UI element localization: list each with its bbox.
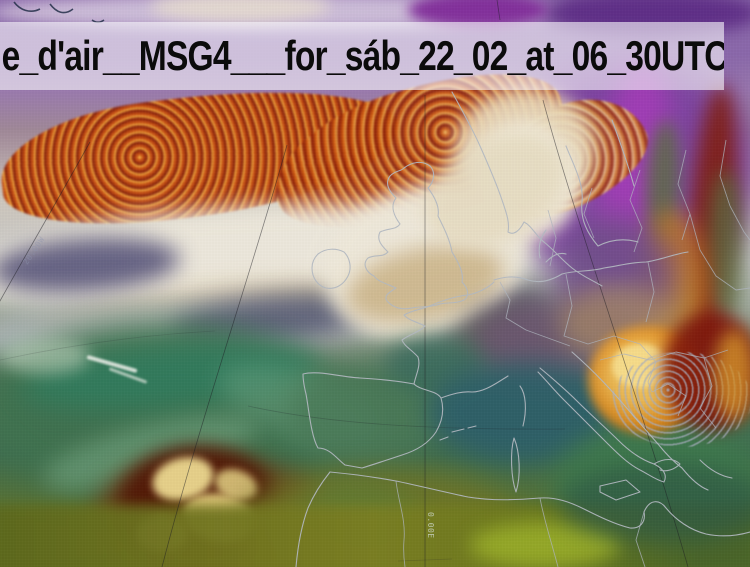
coastline-path <box>537 367 666 483</box>
border-path <box>629 169 643 253</box>
coastline-path <box>311 248 351 289</box>
coastline-path <box>440 375 509 399</box>
border-path <box>499 281 571 347</box>
cloud-blob <box>150 0 330 22</box>
meridian-line <box>161 144 288 567</box>
coastline-path <box>653 458 681 472</box>
graticule-label-0e: 0.00E <box>426 512 435 539</box>
cloud-blob <box>714 330 750 420</box>
coastline-path <box>511 437 520 493</box>
parallel-line <box>397 558 453 562</box>
border-path <box>729 205 750 241</box>
coastline-path <box>571 351 709 491</box>
coastline-path <box>295 471 331 567</box>
border-path <box>689 213 750 291</box>
border-path <box>677 149 691 241</box>
cloud-blob <box>0 338 90 374</box>
coastline-path <box>302 372 444 469</box>
coastline-path <box>599 479 641 501</box>
coastline-path <box>401 281 495 385</box>
coastline-path <box>699 459 733 479</box>
border-path <box>719 139 731 207</box>
coastline-path <box>565 145 639 247</box>
coastline-path <box>611 119 635 187</box>
title-bar: e_d'air__MSG4___for_sáb_22_02_at_06_30UT… <box>0 22 724 90</box>
border-path <box>699 357 717 429</box>
coastline-path <box>543 241 603 287</box>
border-path <box>563 273 641 345</box>
border-path <box>639 343 687 417</box>
graticule-label-20w: 20.00W <box>21 235 46 266</box>
meridian-line <box>542 99 689 567</box>
border-path <box>635 511 646 567</box>
coastline-path <box>329 471 750 537</box>
meridian-line <box>0 141 91 302</box>
coastline-path <box>493 251 689 283</box>
coastline-path <box>538 229 567 263</box>
meridian-line <box>496 0 501 21</box>
parallel-line <box>247 405 566 430</box>
coastlines <box>295 91 750 567</box>
image-title: e_d'air__MSG4___for_sáb_22_02_at_06_30UT… <box>1 32 724 79</box>
border-path <box>645 261 655 323</box>
coastline-path <box>519 385 526 427</box>
graticule-lines <box>0 0 688 567</box>
coastline-path <box>364 161 469 310</box>
coastline-path <box>13 1 41 12</box>
border-path <box>539 497 559 567</box>
coastline-path <box>49 3 74 14</box>
border-path <box>599 349 729 361</box>
coastline-path <box>439 425 477 441</box>
border-path <box>547 209 557 267</box>
parallel-line <box>0 330 216 361</box>
iceland-coast <box>13 1 105 24</box>
border-path <box>395 480 406 567</box>
country-borders <box>395 139 750 567</box>
border-path <box>583 187 595 239</box>
coastline-path <box>451 91 545 243</box>
